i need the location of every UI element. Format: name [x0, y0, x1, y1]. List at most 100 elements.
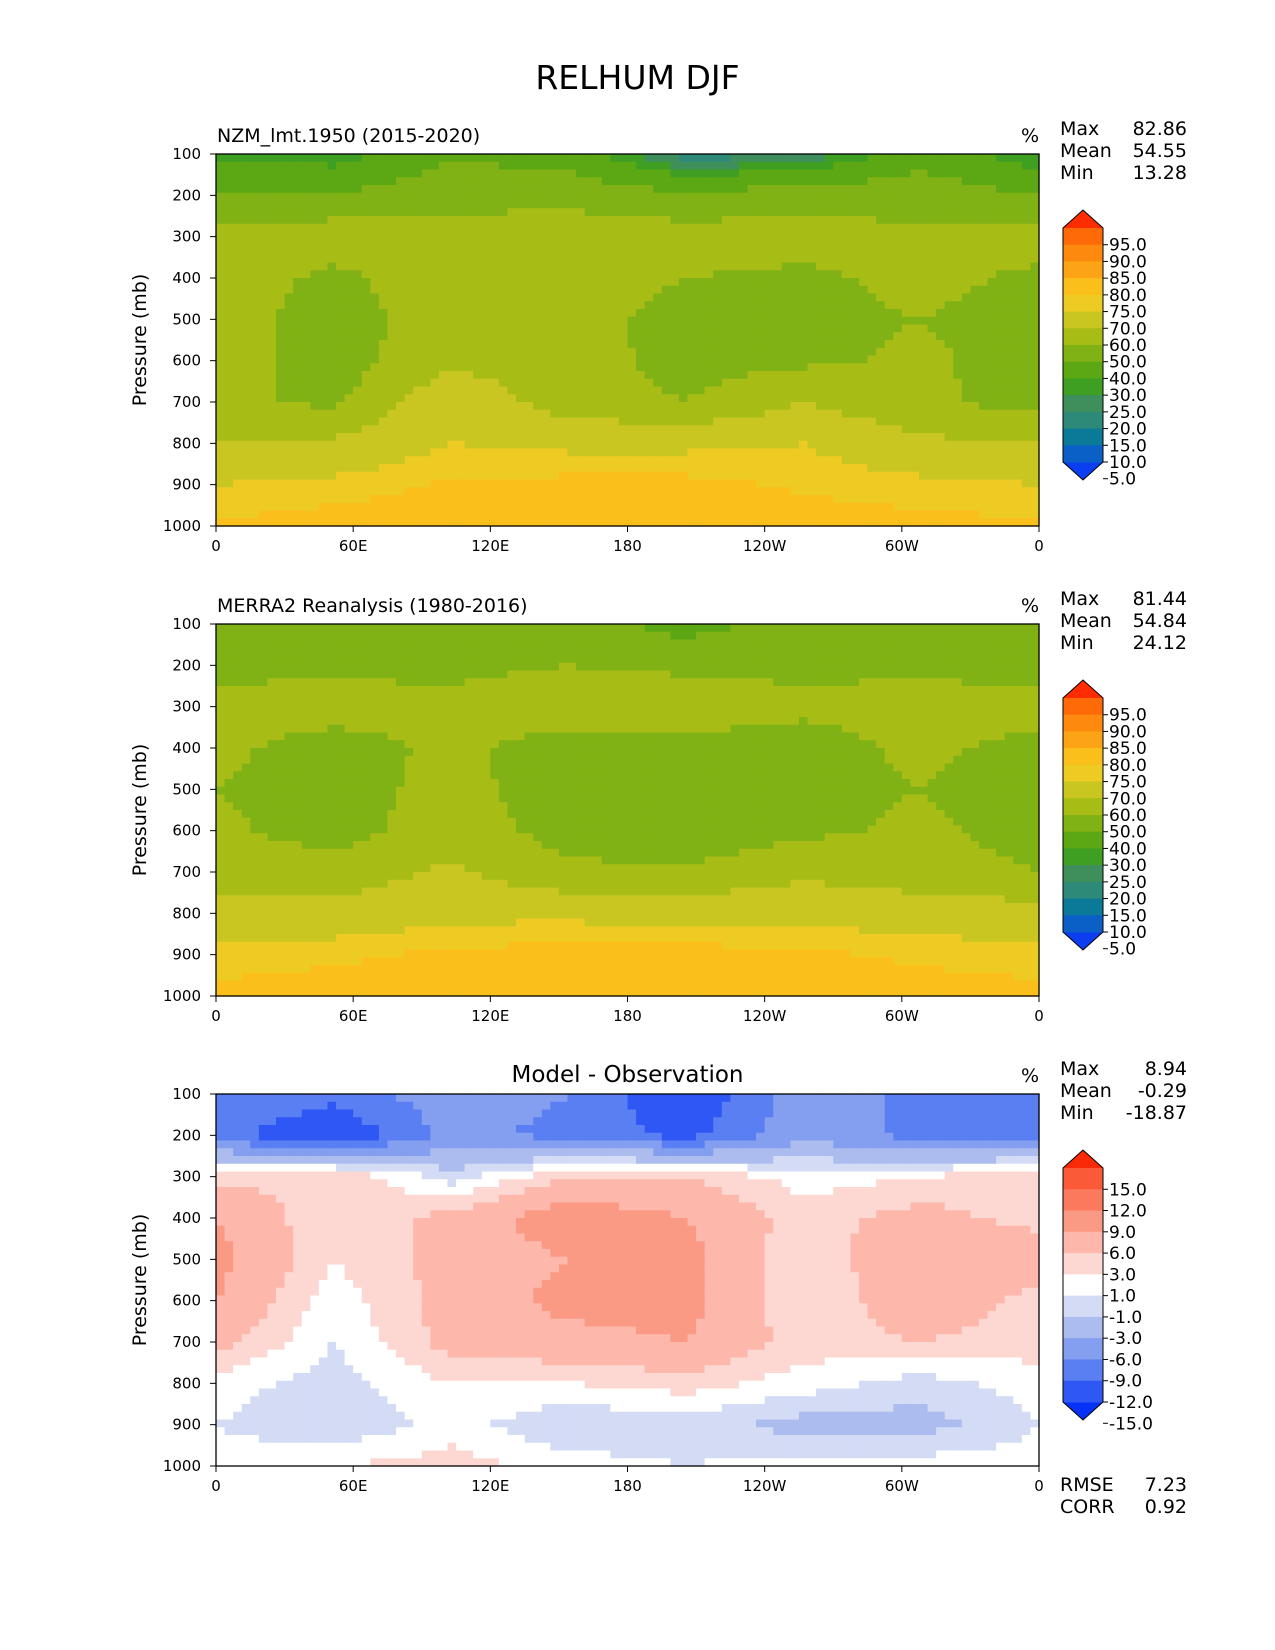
contour-cell: [756, 340, 766, 349]
contour-cell: [910, 347, 920, 357]
contour-cell: [344, 355, 354, 364]
contour-cell: [1030, 479, 1040, 488]
contour-cell: [438, 223, 449, 233]
contour-cell: [867, 154, 877, 163]
contour-cell: [224, 316, 234, 326]
stat-label: Mean: [1060, 140, 1112, 162]
contour-cell: [678, 371, 689, 380]
contour-cell: [344, 247, 354, 256]
contour-cell: [241, 471, 251, 481]
contour-cell: [1030, 471, 1040, 481]
contour-cell: [490, 355, 500, 364]
colorbar-extend-max: [1063, 210, 1103, 228]
contour-cell: [653, 254, 663, 264]
contour-cell: [756, 208, 766, 217]
contour-cell: [327, 316, 337, 326]
contour-cell: [396, 208, 406, 217]
contour-cell: [327, 309, 337, 318]
contour-cell: [541, 433, 551, 442]
contour-cell: [593, 518, 603, 527]
contour-cell: [807, 332, 817, 341]
contour-cell: [541, 425, 551, 434]
contour-cell: [456, 371, 466, 380]
contour-cell: [893, 208, 903, 217]
contour-cell: [721, 223, 731, 233]
contour-cell: [233, 231, 243, 240]
contour-cell: [713, 231, 723, 240]
contour-cell: [918, 316, 929, 326]
contour-cell: [481, 386, 491, 395]
contour-cell: [456, 270, 466, 279]
contour-cell: [1021, 278, 1032, 287]
contour-cell: [944, 440, 954, 450]
contour-cell: [447, 208, 457, 217]
contour-cell: [713, 402, 723, 411]
contour-cell: [550, 518, 560, 527]
contour-cell: [927, 409, 937, 419]
contour-cell: [584, 386, 594, 395]
contour-cell: [541, 471, 551, 481]
contour-cell: [541, 510, 551, 519]
contour-cell: [576, 433, 586, 442]
contour-cell: [936, 425, 946, 434]
contour-cell: [738, 332, 749, 341]
contour-cell: [756, 347, 766, 357]
contour-cell: [867, 433, 877, 442]
contour-cell: [970, 471, 980, 481]
contour-cell: [413, 363, 423, 372]
contour-cell: [670, 208, 680, 217]
contour-cell: [353, 216, 363, 225]
contour-cell: [473, 479, 483, 488]
contour-cell: [421, 471, 431, 481]
contour-cell: [1030, 285, 1040, 295]
contour-cell: [910, 270, 920, 279]
contour-cell: [610, 456, 620, 465]
contour-cell: [858, 355, 869, 364]
contour-cell: [250, 433, 260, 442]
contour-cell: [293, 464, 303, 473]
contour-cell: [353, 495, 363, 504]
contour-cell: [627, 208, 637, 217]
contour-cell: [233, 518, 243, 527]
contour-cell: [447, 309, 457, 318]
contour-cell: [696, 624, 706, 633]
contour-cell: [507, 495, 517, 504]
contour-cell: [241, 402, 251, 411]
contour-cell: [584, 309, 594, 318]
contour-cell: [464, 433, 474, 442]
contour-cell: [490, 254, 500, 264]
contour-cell: [301, 471, 311, 481]
contour-cell: [370, 479, 380, 488]
contour-cell: [936, 254, 946, 264]
contour-cell: [516, 154, 526, 163]
contour-cell: [876, 631, 886, 641]
contour-cell: [378, 386, 389, 395]
contour-cell: [576, 495, 586, 504]
contour-cell: [636, 371, 646, 380]
figure-title: RELHUM DJF: [535, 58, 740, 97]
contour-cell: [1013, 417, 1023, 426]
contour-cell: [987, 285, 997, 295]
contour-cell: [344, 285, 354, 295]
contour-cell: [816, 316, 826, 326]
contour-cell: [524, 332, 534, 341]
contour-cell: [833, 394, 843, 403]
contour-cell: [233, 378, 243, 388]
contour-cell: [601, 169, 611, 178]
contour-cell: [884, 301, 894, 310]
contour-cell: [978, 417, 989, 426]
contour-cell: [507, 479, 517, 488]
contour-cell: [1030, 448, 1040, 457]
contour-cell: [858, 332, 869, 341]
contour-cell: [558, 378, 569, 388]
contour-cell: [481, 409, 491, 419]
contour-cell: [747, 417, 757, 426]
contour-cell: [293, 177, 303, 186]
contour-cell: [867, 262, 877, 271]
contour-cell: [670, 464, 680, 473]
contour-cell: [456, 495, 466, 504]
contour-cell: [224, 355, 234, 364]
contour-cell: [824, 495, 834, 504]
contour-cell: [644, 448, 654, 457]
contour-cell: [936, 417, 946, 426]
